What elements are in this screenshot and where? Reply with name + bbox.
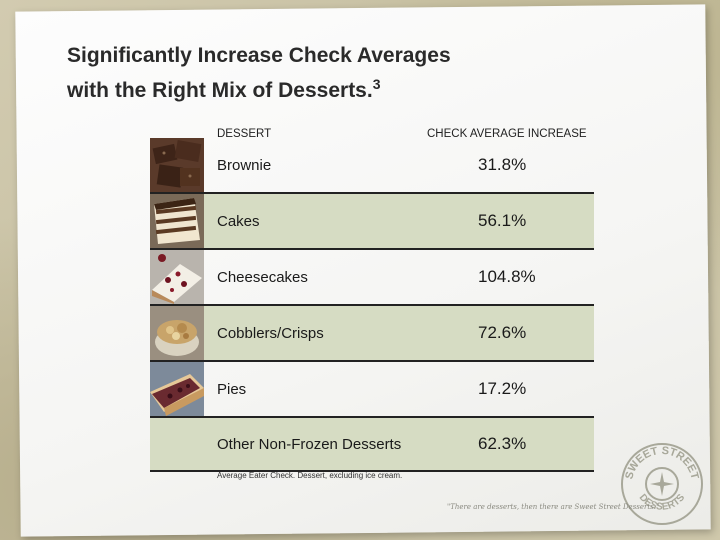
table-row: Pies 17.2% [150, 362, 594, 418]
cobbler-photo [150, 306, 204, 360]
brownie-photo [150, 138, 204, 192]
table-row: Brownie 31.8% [150, 138, 594, 194]
dessert-name: Cakes [217, 212, 260, 230]
title-footnote-mark: 3 [372, 76, 381, 92]
cake-photo [150, 194, 204, 248]
dessert-name: Cobblers/Crisps [217, 324, 324, 342]
dessert-name: Pies [217, 380, 247, 398]
increase-value: 17.2% [478, 379, 527, 398]
slide-title: Significantly Increase Check Averages wi… [67, 42, 627, 105]
pie-photo [150, 362, 204, 416]
logo-text-bottom: DESSERTS [637, 492, 688, 513]
title-line-2: with the Right Mix of Desserts. [67, 79, 373, 102]
dessert-name: Cheesecakes [217, 268, 308, 286]
dessert-name: Other Non-Frozen Desserts [217, 435, 402, 453]
sweet-street-logo: SWEET STREET DESSERTS [621, 443, 703, 525]
table-row: Other Non-Frozen Desserts 62.3% [150, 418, 594, 472]
increase-value: 62.3% [478, 434, 527, 453]
increase-value: 72.6% [478, 323, 527, 342]
cheesecake-photo [150, 250, 204, 304]
increase-value: 31.8% [478, 155, 527, 174]
column-header-increase: CHECK AVERAGE INCREASE [427, 128, 587, 140]
dessert-name: Brownie [217, 156, 272, 174]
increase-value: 56.1% [478, 211, 527, 230]
brand-tagline: "There are desserts, then there are Swee… [447, 503, 660, 511]
column-header-dessert: DESSERT [217, 128, 272, 140]
table-row: Cobblers/Crisps 72.6% [150, 306, 594, 362]
increase-value: 104.8% [478, 267, 536, 286]
footnote: Average Eater Check. Dessert, excluding … [217, 471, 403, 480]
title-line-1: Significantly Increase Check Averages [67, 44, 451, 67]
table-row: Cakes 56.1% [150, 194, 594, 250]
table-row: Cheesecakes 104.8% [150, 250, 594, 306]
dessert-table: Brownie 31.8% Cakes 56.1% Cheesecakes 10… [150, 138, 594, 472]
svg-text:DESSERTS: DESSERTS [637, 492, 688, 513]
